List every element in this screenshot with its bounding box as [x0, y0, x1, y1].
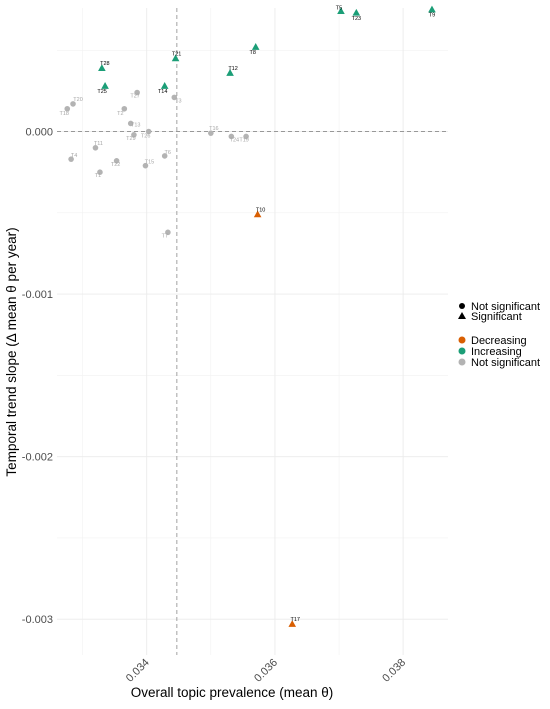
circle-point-t4 — [68, 156, 74, 162]
circle-point-t3 — [171, 94, 178, 101]
legend-triangle-key — [458, 312, 466, 319]
point-label-t19: T19 — [239, 137, 248, 143]
circle-point-t20 — [70, 101, 76, 107]
point-label-t21: T21 — [172, 51, 181, 57]
point-label-t29: T29 — [126, 136, 135, 142]
point-labels-layer: T9 T5 T23 T8 T21 T28 T12 T14 T25 T10 T17 T20 T18 T27 T… — [60, 5, 436, 623]
triangle-point-t12 — [226, 69, 234, 76]
point-label-t22: T22 — [111, 162, 120, 168]
point-label-t16: T16 — [209, 126, 218, 132]
circle-point-t22 — [113, 158, 120, 164]
circle-point-t27 — [134, 89, 140, 96]
y-tick-label: 0.000 — [25, 127, 53, 139]
reference-lines — [57, 8, 448, 655]
circle-point-t6 — [161, 153, 168, 159]
point-label-t26: T26 — [141, 134, 150, 140]
circle-point-t24 — [228, 133, 235, 140]
triangle-point-t9 — [428, 5, 436, 13]
point-label-t2: T2 — [117, 111, 123, 117]
circle-point-t1 — [97, 169, 103, 175]
point-label-t5: T5 — [336, 5, 342, 11]
triangle-point-t28 — [98, 64, 106, 71]
circle-point-t13 — [127, 120, 134, 127]
point-label-t25: T25 — [97, 89, 106, 95]
triangle-point-t21 — [171, 54, 180, 62]
circle-point-t7 — [165, 229, 171, 236]
point-label-t9: T9 — [429, 13, 435, 19]
point-label-t1: T1 — [95, 173, 101, 179]
circle-point-t2 — [121, 105, 128, 112]
legend-color-label: Not significant — [471, 357, 540, 369]
point-label-t3: T3 — [175, 98, 181, 104]
x-axis-title: Overall topic prevalence (mean θ) — [131, 685, 334, 700]
circle-point-t29 — [131, 131, 137, 138]
point-label-t27: T27 — [130, 94, 139, 100]
legend-shape-label: Not significant — [471, 301, 540, 313]
point-label-t13: T13 — [131, 122, 140, 128]
point-label-t10: T10 — [256, 207, 265, 213]
point-label-t8: T8 — [249, 50, 255, 56]
point-label-t11: T11 — [94, 141, 103, 147]
point-label-t12: T12 — [228, 66, 237, 72]
triangle-point-t23 — [352, 8, 361, 16]
legend-color-key — [458, 336, 466, 344]
circle-point-t18 — [64, 105, 71, 112]
legend-color-key — [458, 347, 466, 355]
x-tick-label: 0.038 — [380, 657, 408, 685]
circle-point-t11 — [92, 145, 99, 151]
x-tick-label: 0.034 — [124, 657, 152, 685]
triangle-point-t10 — [253, 210, 262, 218]
legend-color-label: Decreasing — [471, 335, 527, 347]
legend-shape-label: Significant — [471, 311, 522, 323]
point-label-t7: T7 — [162, 233, 168, 239]
point-label-t17: T17 — [290, 617, 299, 623]
triangle-point-t8 — [251, 43, 260, 50]
point-label-t24: T24 — [230, 137, 239, 143]
triangle-point-t14 — [160, 82, 169, 89]
triangle-point-t25 — [101, 82, 109, 89]
x-tick-label: 0.036 — [252, 657, 280, 685]
circle-point-t15 — [142, 162, 149, 169]
y-axis-title: Temporal trend slope (Δ mean θ per year) — [4, 227, 19, 476]
point-label-t28: T28 — [100, 61, 109, 67]
y-tick-label: -0.003 — [22, 614, 53, 626]
triangle-point-t17 — [288, 620, 297, 627]
point-label-t6: T6 — [164, 150, 170, 156]
triangle-point-t5 — [337, 7, 345, 15]
point-label-t14: T14 — [158, 89, 167, 95]
circle-point-t26 — [145, 128, 152, 135]
point-label-t15: T15 — [145, 160, 154, 166]
points-layer — [64, 5, 436, 627]
circle-point-t19 — [243, 133, 249, 140]
ticks-layer: 0.034 0.036 0.038 0.000 -0.001 -0.002 -0.003 — [22, 127, 408, 685]
legend-circle-key — [459, 303, 465, 309]
y-tick-label: -0.001 — [22, 289, 53, 301]
legend-color-key — [458, 358, 466, 366]
point-label-t23: T23 — [352, 16, 361, 22]
grid-layer — [57, 8, 448, 655]
point-label-t20: T20 — [73, 97, 82, 103]
point-label-t18: T18 — [60, 111, 69, 117]
point-label-t4: T4 — [71, 153, 77, 159]
y-tick-label: -0.002 — [22, 452, 53, 464]
circle-point-t16 — [208, 130, 214, 136]
legend-color-label: Increasing — [471, 346, 522, 358]
